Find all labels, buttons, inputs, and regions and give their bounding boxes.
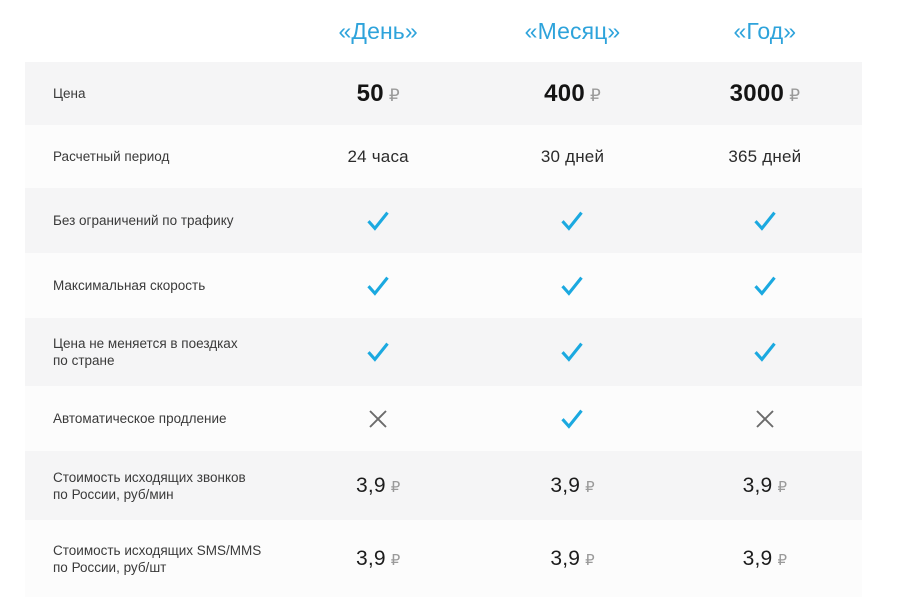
- table-row: Цена 50 ₽400 ₽3000 ₽: [25, 62, 862, 125]
- check-icon: [560, 341, 584, 363]
- table-row: Цена не меняется в поездках по стране: [25, 318, 862, 386]
- row-label: Без ограничений по трафику: [25, 212, 285, 229]
- table-cell: [668, 210, 862, 232]
- table-cell: [668, 408, 862, 430]
- cell-value-text: 30 дней: [540, 146, 605, 166]
- row-label-line1: Расчетный период: [53, 149, 170, 164]
- table-cell: [475, 210, 669, 232]
- table-cell: 3,9 ₽: [281, 547, 475, 571]
- row-label-line1: Стоимость исходящих SMS/MMS: [53, 542, 262, 558]
- ruble-currency-symbol: ₽: [777, 551, 787, 569]
- check-icon: [560, 408, 584, 430]
- check-icon: [366, 341, 390, 363]
- rate-amount: 3,9: [742, 546, 773, 570]
- cell-value-text: 24 часа: [347, 146, 409, 166]
- cross-icon: [367, 408, 389, 430]
- row-label: Стоимость исходящих звонков по России, ру…: [25, 469, 285, 503]
- row-label: Автоматическое продление: [25, 410, 285, 427]
- ruble-currency-symbol: ₽: [585, 551, 595, 569]
- table-row: Расчетный период 24 часа 30 дней 365 дней: [25, 125, 862, 188]
- check-icon: [753, 341, 777, 363]
- table-row: Максимальная скорость: [25, 253, 862, 318]
- rate-amount: 3,9: [355, 473, 386, 497]
- row-label-line1: Максимальная скорость: [53, 278, 206, 293]
- table-row: Автоматическое продление: [25, 386, 862, 451]
- column-header-month: «Месяц»: [524, 17, 621, 44]
- table-cell: 3,9 ₽: [668, 547, 862, 571]
- check-icon: [560, 210, 584, 232]
- column-header-year: «Год»: [733, 17, 797, 44]
- ruble-currency-symbol: ₽: [390, 551, 401, 569]
- check-icon: [366, 275, 390, 297]
- row-label: Максимальная скорость: [25, 277, 285, 294]
- table-cell: 24 часа: [281, 147, 475, 167]
- table-header-row: «День» «Месяц» «Год»: [25, 0, 862, 62]
- table-cell: 365 дней: [668, 147, 862, 167]
- table-body: Цена 50 ₽400 ₽3000 ₽ Расчетный период 24 часа 3…: [25, 62, 862, 597]
- table-cell: 3000 ₽: [668, 80, 862, 108]
- rate-amount: 3,9: [550, 546, 581, 570]
- rate-amount: 3,9: [355, 546, 386, 570]
- row-label-line1: Стоимость исходящих звонков: [53, 469, 246, 485]
- cross-icon: [754, 408, 776, 430]
- ruble-currency-symbol: ₽: [777, 478, 787, 496]
- table-cell: [668, 341, 862, 363]
- ruble-currency-symbol: ₽: [789, 85, 801, 105]
- table-cell: [281, 341, 475, 363]
- table-cell: [475, 341, 669, 363]
- table-cell: 3,9 ₽: [668, 474, 862, 498]
- check-icon: [753, 210, 777, 232]
- table-row: Стоимость исходящих звонков по России, ру…: [25, 451, 862, 520]
- check-icon: [366, 210, 390, 232]
- row-label: Цена: [25, 85, 285, 102]
- table-cell: 30 дней: [475, 147, 669, 167]
- table-cell: 3,9 ₽: [475, 474, 669, 498]
- table-cell: [281, 408, 475, 430]
- table-cell: [281, 275, 475, 297]
- row-label: Расчетный период: [25, 148, 285, 165]
- row-label-line1: Цена не меняется в поездках: [53, 336, 238, 351]
- table-cell: [475, 408, 669, 430]
- row-label-line2: по России, руб/шт: [53, 559, 167, 575]
- row-label: Стоимость исходящих SMS/MMS по России, ру…: [25, 542, 285, 576]
- row-label-line1: Автоматическое продление: [53, 411, 227, 426]
- ruble-currency-symbol: ₽: [590, 85, 601, 105]
- column-header-day: «День»: [338, 17, 418, 44]
- row-label: Цена не меняется в поездках по стране: [25, 335, 285, 369]
- table-cell: 400 ₽: [475, 80, 669, 108]
- price-amount: 3000: [729, 79, 785, 107]
- row-label-line1: Без ограничений по трафику: [53, 213, 234, 228]
- rate-amount: 3,9: [550, 473, 581, 497]
- table-cell: [668, 275, 862, 297]
- table-cell: 50 ₽: [281, 80, 475, 108]
- price-amount: 400: [544, 79, 586, 107]
- row-label-line1: Цена: [53, 86, 86, 101]
- table-row: Стоимость исходящих SMS/MMS по России, ру…: [25, 520, 862, 597]
- rate-amount: 3,9: [742, 473, 773, 497]
- cell-value-text: 365 дней: [728, 146, 802, 166]
- table-cell: [281, 210, 475, 232]
- check-icon: [560, 275, 584, 297]
- ruble-currency-symbol: ₽: [390, 478, 401, 496]
- table-cell: [475, 275, 669, 297]
- table-cell: 3,9 ₽: [475, 547, 669, 571]
- price-amount: 50: [356, 79, 384, 107]
- row-label-line2: по стране: [53, 353, 115, 368]
- table-row: Без ограничений по трафику: [25, 188, 862, 253]
- ruble-currency-symbol: ₽: [388, 85, 400, 105]
- row-label-line2: по России, руб/мин: [53, 486, 174, 502]
- check-icon: [753, 275, 777, 297]
- ruble-currency-symbol: ₽: [585, 478, 595, 496]
- table-cell: 3,9 ₽: [281, 474, 475, 498]
